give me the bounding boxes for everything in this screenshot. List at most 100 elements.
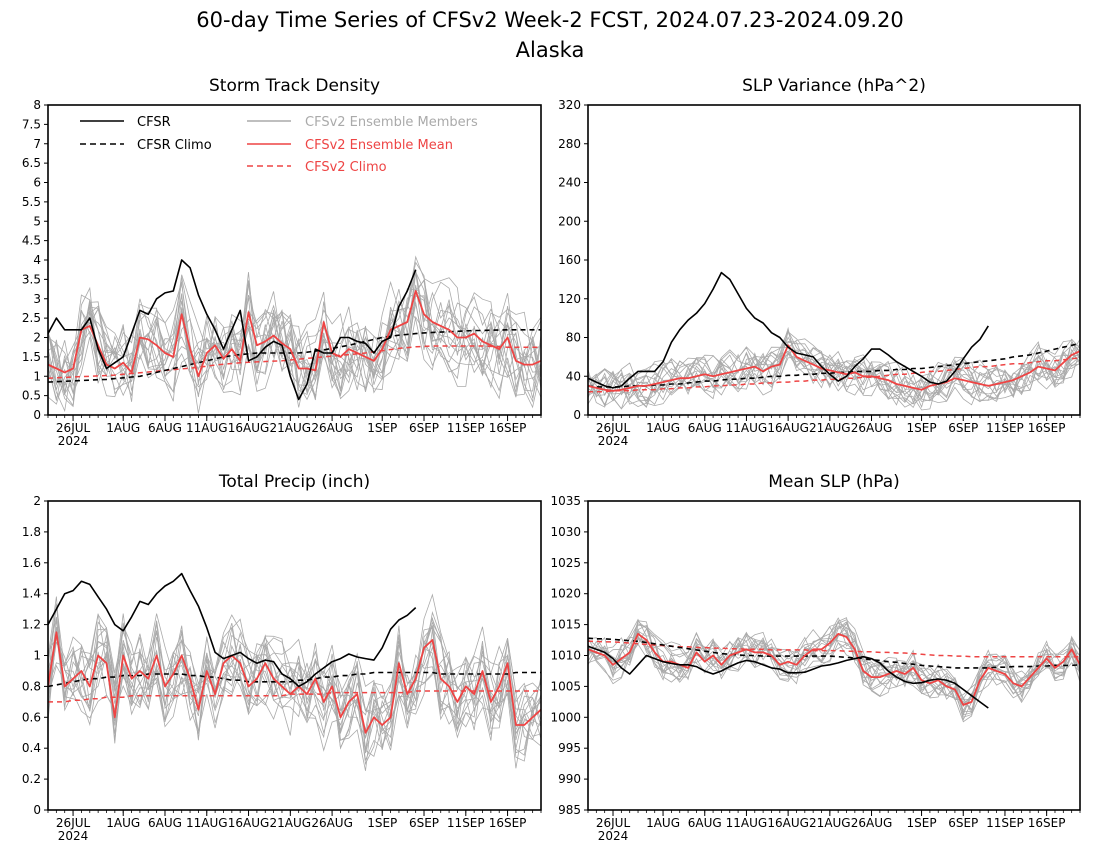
plot-frame	[587, 500, 1081, 811]
y-tick-label: 120	[558, 292, 581, 306]
x-year-label: 2024	[58, 829, 89, 843]
panel-title: Total Precip (inch)	[218, 472, 370, 492]
ensemble-member-line	[48, 610, 541, 754]
x-tick-label: 11AUG	[726, 816, 768, 830]
y-tick-label: 0	[573, 408, 581, 422]
x-year-label: 2024	[598, 434, 629, 448]
y-tick-label: 3.5	[22, 272, 41, 286]
x-tick-label: 26JUL	[596, 421, 631, 435]
y-tick-label: 1.2	[22, 618, 41, 632]
x-tick-label: 26AUG	[311, 421, 353, 435]
ensemble-member-line	[588, 618, 1080, 708]
plot-area	[588, 617, 1080, 723]
legend: CFSR CFSR Climo CFSv2 Ensemble Members C…	[80, 115, 478, 175]
x-tick-label: 1AUG	[646, 816, 680, 830]
y-tick-label: 7	[33, 137, 41, 151]
legend-cfsr-label: CFSR	[137, 115, 171, 130]
x-tick-label: 1AUG	[646, 421, 680, 435]
y-tick-label: 40	[566, 369, 581, 383]
x-tick-label: 6AUG	[688, 816, 722, 830]
x-tick-label: 21AUG	[270, 421, 312, 435]
y-tick-label: 1015	[550, 618, 581, 632]
cfsv2-climo-line	[588, 357, 1080, 393]
y-tick-label: 1.5	[22, 350, 41, 364]
ensemble-member-line	[48, 280, 541, 402]
x-year-label: 2024	[598, 829, 629, 843]
ensemble-member-line	[588, 341, 1080, 398]
panel-1: Storm Track Density 0 0.5 1 1.5 2 2.5 3 3.5 4 4.5 5…	[22, 76, 542, 448]
x-tick-label: 26AUG	[851, 816, 893, 830]
legend-cfsr-climo-label: CFSR Climo	[137, 138, 212, 153]
y-tick-label: 280	[558, 137, 581, 151]
x-tick-label: 1SEP	[907, 421, 937, 435]
ensemble-member-line	[48, 613, 541, 766]
x-tick-label: 11AUG	[726, 421, 768, 435]
ensemble-member-line	[588, 341, 1080, 409]
ensemble-member-line	[588, 350, 1080, 408]
y-tick-label: 0	[33, 803, 41, 817]
x-tick-label: 1SEP	[367, 816, 397, 830]
y-tick-label: 4	[33, 253, 41, 267]
x-tick-label: 6SEP	[948, 816, 978, 830]
x-year-label: 2024	[58, 434, 89, 448]
y-tick-label: 995	[558, 741, 581, 755]
figure-subtitle: Alaska	[516, 38, 585, 62]
x-tick-label: 16SEP	[489, 816, 527, 830]
y-tick-label: 80	[566, 331, 581, 345]
x-tick-label: 1AUG	[106, 421, 140, 435]
plot-frame	[47, 104, 542, 416]
y-tick-label: 1035	[550, 494, 581, 508]
cfsr-climo-line	[588, 342, 1080, 388]
x-tick-label: 6AUG	[148, 421, 182, 435]
ensemble-member-line	[588, 624, 1080, 712]
ensemble-member-line	[48, 596, 541, 753]
panel-3: Total Precip (inch) 0 0.2 0.4 0.6 0.8 1 1.2 1.4 1…	[22, 472, 542, 843]
x-tick-label: 21AUG	[270, 816, 312, 830]
x-tick-label: 11SEP	[986, 816, 1024, 830]
y-tick-label: 6.5	[22, 156, 41, 170]
ensemble-member-line	[588, 326, 1080, 408]
x-tick-label: 21AUG	[809, 421, 851, 435]
y-tick-label: 0.8	[22, 679, 41, 693]
ensemble-member-line	[48, 283, 541, 408]
x-tick-label: 16SEP	[1028, 421, 1066, 435]
y-tick-label: 3	[33, 292, 41, 306]
x-tick-label: 1SEP	[907, 816, 937, 830]
x-tick-label: 6SEP	[409, 816, 439, 830]
y-tick-label: 6	[33, 176, 41, 190]
x-tick-label: 11SEP	[986, 421, 1024, 435]
panel-2: SLP Variance (hPa^2) 0 40 80 120 160 200 240 280…	[558, 76, 1081, 448]
y-tick-label: 1030	[550, 525, 581, 539]
y-tick-label: 1.8	[22, 525, 41, 539]
cfsr-climo-line	[588, 637, 1080, 669]
x-tick-label: 6AUG	[688, 421, 722, 435]
x-tick-label: 26AUG	[851, 421, 893, 435]
y-tick-label: 1.6	[22, 556, 41, 570]
ensemble-member-line	[48, 634, 541, 749]
legend-members-label: CFSv2 Ensemble Members	[305, 115, 478, 130]
cfsr-line	[588, 271, 989, 389]
y-tick-label: 1	[33, 369, 41, 383]
cfsv2-ensemble-mean-line	[588, 633, 1080, 706]
y-tick-label: 1025	[550, 556, 581, 570]
ensemble-member-line	[588, 338, 1080, 407]
x-tick-label: 16AUG	[767, 421, 809, 435]
cfsr-climo-line	[48, 328, 541, 383]
x-tick-label: 26JUL	[56, 421, 91, 435]
panels: Storm Track Density 0 0.5 1 1.5 2 2.5 3 3.5 4 4.5 5…	[22, 76, 1081, 843]
x-tick-label: 26AUG	[311, 816, 353, 830]
ensemble-member-line	[588, 331, 1080, 406]
legend-cfsv2-climo-label: CFSv2 Climo	[305, 160, 387, 175]
cfsv2-climo-line	[48, 690, 541, 703]
y-tick-label: 2	[33, 331, 41, 345]
ensemble-member-line	[588, 622, 1080, 700]
ensemble-member-line	[48, 286, 541, 402]
cfsv2-ensemble-mean-line	[588, 344, 1080, 392]
x-tick-label: 16AUG	[767, 816, 809, 830]
y-tick-label: 2	[33, 494, 41, 508]
cfsr-line	[48, 259, 417, 401]
x-tick-label: 26JUL	[56, 816, 91, 830]
ensemble-member-line	[48, 613, 541, 739]
plot-area	[588, 271, 1080, 411]
